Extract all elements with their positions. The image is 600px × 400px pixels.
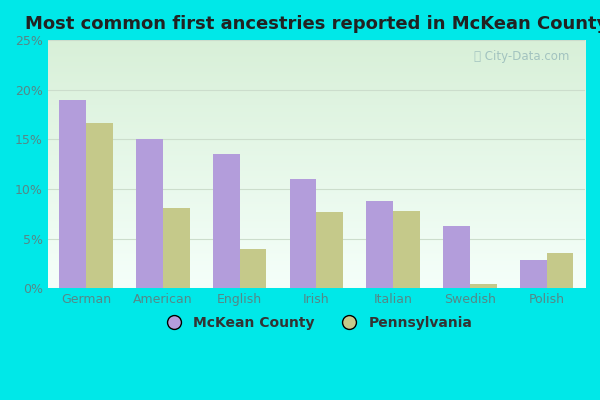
Bar xyxy=(59,100,86,288)
Bar xyxy=(470,284,497,288)
Bar xyxy=(136,139,163,288)
Bar xyxy=(239,250,266,288)
Bar xyxy=(290,179,316,288)
Bar xyxy=(547,254,574,288)
Text: ⧖ City-Data.com: ⧖ City-Data.com xyxy=(473,50,569,63)
Bar xyxy=(86,124,113,288)
Legend: McKean County, Pennsylvania: McKean County, Pennsylvania xyxy=(154,311,478,336)
Bar xyxy=(366,201,393,288)
Bar xyxy=(393,211,420,288)
Bar xyxy=(163,208,190,288)
Title: Most common first ancestries reported in McKean County: Most common first ancestries reported in… xyxy=(25,15,600,33)
Bar xyxy=(520,260,547,288)
Bar xyxy=(443,226,470,288)
Bar xyxy=(213,154,239,288)
Bar xyxy=(316,212,343,288)
